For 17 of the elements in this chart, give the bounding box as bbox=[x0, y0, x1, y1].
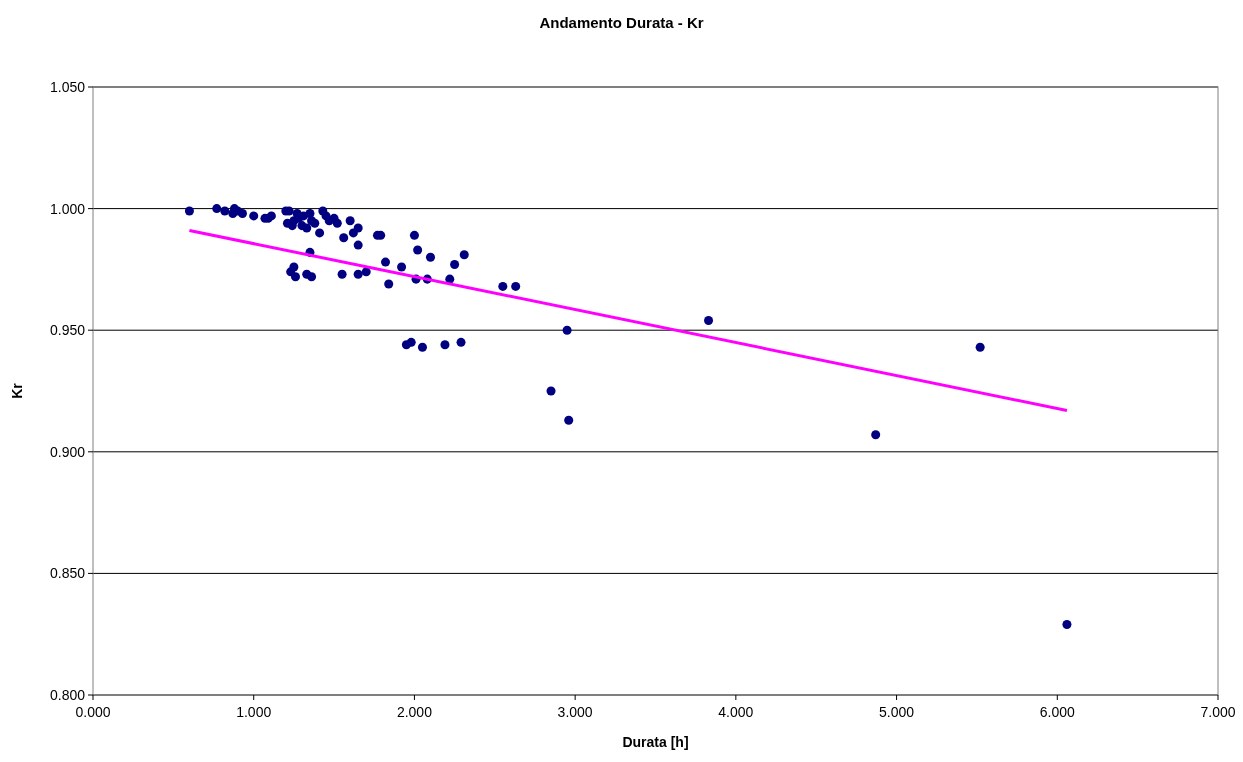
x-tick-label: 7.000 bbox=[1200, 704, 1236, 720]
chart-title: Andamento Durata - Kr bbox=[539, 14, 704, 31]
x-tick-label: 2.000 bbox=[396, 704, 433, 720]
y-tick-label: 1.050 bbox=[49, 79, 86, 95]
y-tick-label: 0.900 bbox=[49, 443, 86, 460]
y-tick-label: 1.000 bbox=[49, 200, 86, 217]
x-tick-label: 4.000 bbox=[718, 704, 754, 720]
y-tick-label: 0.950 bbox=[49, 322, 86, 339]
x-tick-label: 1.000 bbox=[236, 704, 272, 720]
x-tick-label: 3.000 bbox=[557, 704, 593, 720]
x-axis-title: Durata [h] bbox=[622, 734, 689, 750]
y-axis-title: Kr bbox=[9, 382, 25, 399]
y-tick-label: 0.800 bbox=[49, 687, 86, 703]
x-tick-label: 0.000 bbox=[75, 704, 111, 720]
y-tick-label: 0.850 bbox=[49, 565, 86, 582]
x-tick-label: 5.000 bbox=[879, 704, 915, 720]
x-tick-label: 6.000 bbox=[1039, 704, 1076, 720]
